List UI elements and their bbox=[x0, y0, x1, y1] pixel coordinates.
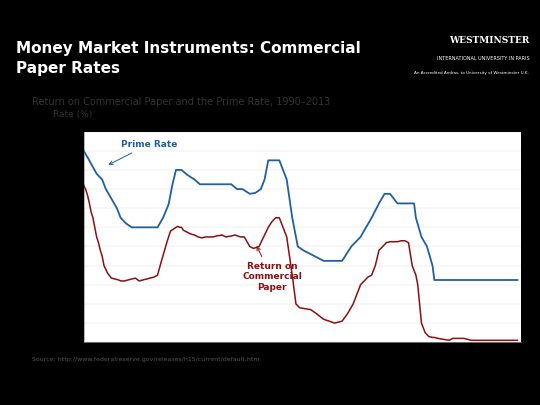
Text: INTERNATIONAL UNIVERSITY IN PARIS: INTERNATIONAL UNIVERSITY IN PARIS bbox=[436, 56, 529, 61]
Text: Money Market Instruments: Commercial
Paper Rates: Money Market Instruments: Commercial Pap… bbox=[16, 41, 361, 76]
Text: Prime Rate: Prime Rate bbox=[109, 140, 177, 164]
Text: WESTMINSTER: WESTMINSTER bbox=[449, 36, 529, 45]
Text: An Accredited Ambas. to University of Westminster U.K.: An Accredited Ambas. to University of We… bbox=[415, 71, 529, 75]
Text: Return on
Commercial
Paper: Return on Commercial Paper bbox=[242, 247, 302, 292]
Text: Source: http://www.federalreserve.gov/releases/h15/current/default.htm: Source: http://www.federalreserve.gov/re… bbox=[32, 358, 260, 362]
Text: Return on Commercial Paper and the Prime Rate, 1990–2013: Return on Commercial Paper and the Prime… bbox=[32, 97, 330, 107]
Text: Rate (%): Rate (%) bbox=[53, 110, 92, 119]
